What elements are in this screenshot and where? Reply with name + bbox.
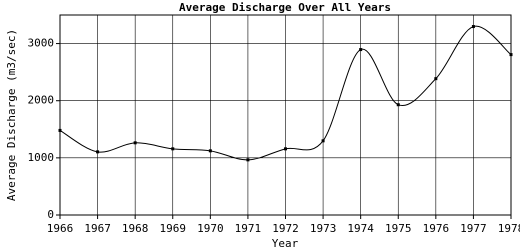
x-tick-label: 1974 — [347, 222, 374, 235]
data-point — [396, 103, 400, 107]
x-tick-label: 1966 — [47, 222, 74, 235]
y-tick-label: 1000 — [28, 151, 55, 164]
x-tick-label: 1970 — [197, 222, 224, 235]
data-point — [434, 77, 438, 81]
data-point — [96, 150, 100, 154]
x-tick-label: 1977 — [460, 222, 487, 235]
x-tick-label: 1972 — [272, 222, 299, 235]
data-point — [133, 141, 137, 145]
data-point — [471, 25, 475, 29]
data-point — [359, 48, 363, 52]
plot-frame — [59, 14, 512, 216]
data-point — [284, 147, 287, 151]
x-axis-label: Year — [272, 237, 299, 250]
data-point — [58, 128, 62, 132]
data-point — [509, 53, 513, 57]
data-point — [246, 158, 250, 162]
y-tick-label: 0 — [47, 208, 54, 221]
x-tick-label: 1976 — [423, 222, 450, 235]
x-tick-label: 1967 — [84, 222, 111, 235]
y-tick-label: 3000 — [28, 37, 55, 50]
x-tick-label: 1978 — [498, 222, 520, 235]
x-tick-label: 1975 — [385, 222, 412, 235]
data-point — [321, 139, 325, 143]
y-tick-label: 2000 — [28, 94, 55, 107]
data-point — [171, 147, 175, 151]
chart-title: Average Discharge Over All Years — [179, 1, 391, 14]
data-point — [208, 149, 212, 153]
x-tick-label: 1971 — [235, 222, 262, 235]
x-tick-label: 1969 — [160, 222, 187, 235]
x-tick-label: 1968 — [122, 222, 149, 235]
x-tick-label: 1973 — [310, 222, 337, 235]
y-axis-label: Average Discharge (m3/sec) — [5, 29, 18, 201]
